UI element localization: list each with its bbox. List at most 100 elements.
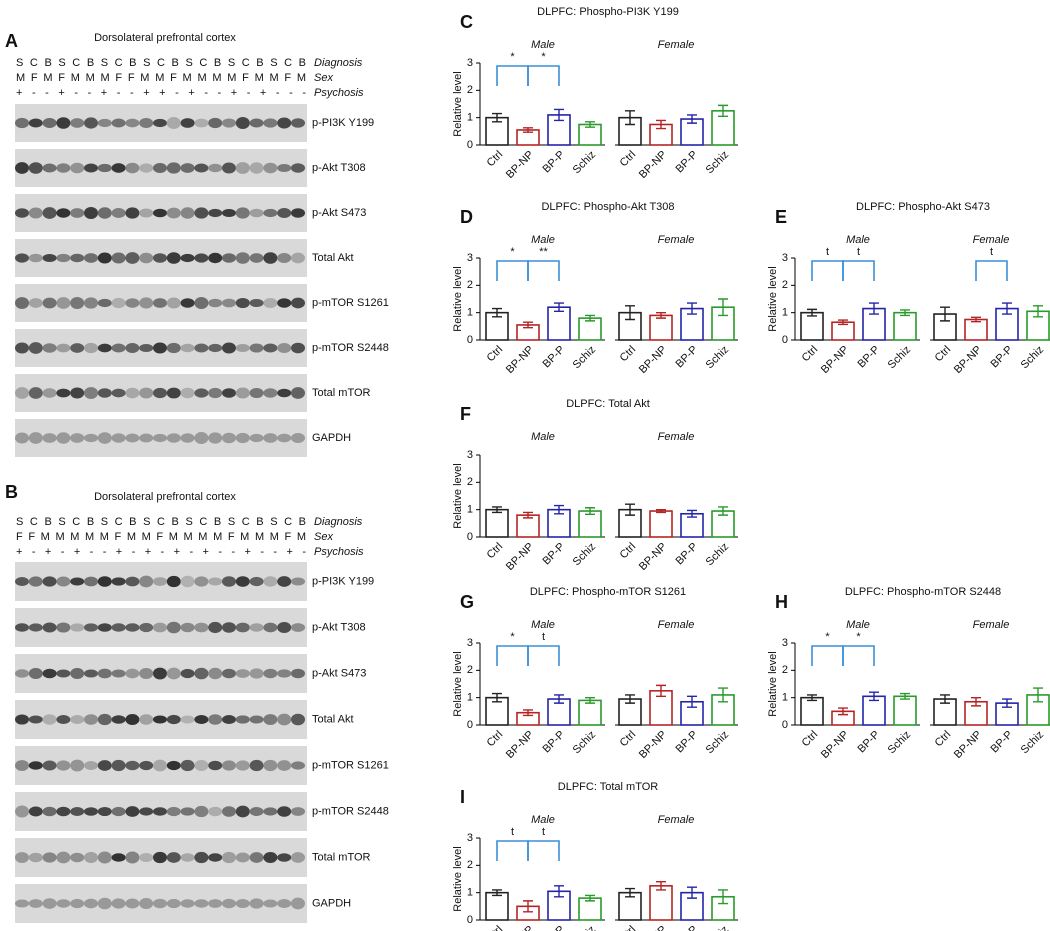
x-tick-label: Schiz: [704, 924, 732, 931]
blot-band: [56, 760, 71, 771]
x-tick-label: Ctrl: [485, 541, 506, 562]
blot-band: [153, 759, 167, 772]
blot-band: [235, 852, 250, 863]
y-tick-label: 0: [782, 334, 788, 346]
blot-band: [28, 715, 43, 724]
blot-band: [139, 387, 154, 399]
blot-band: [139, 575, 154, 588]
blot-band: [194, 207, 209, 219]
significance-bracket: [496, 645, 529, 666]
blot-band: [249, 807, 264, 816]
chart-title: DLPFC: Phospho-mTOR S2448: [845, 586, 1001, 598]
blot-band: [153, 253, 167, 263]
significance-bracket: [496, 260, 529, 281]
blot-band: [235, 207, 250, 219]
blot-band: [42, 433, 57, 443]
blot-band: [111, 163, 126, 173]
y-tick-label: 1: [467, 887, 473, 899]
error-bar: [523, 127, 533, 133]
panel-letter: H: [775, 592, 788, 612]
blot-band: [111, 853, 126, 862]
blot-band: [97, 806, 112, 817]
blot-band: [208, 343, 223, 353]
x-tick-label: BP-NP: [504, 344, 536, 376]
blot-band: [42, 207, 57, 219]
blot-band: [42, 343, 57, 353]
error-bar: [523, 900, 533, 913]
blot-band: [249, 433, 264, 443]
blot-band: [139, 897, 154, 910]
y-tick-label: 2: [467, 279, 473, 291]
blot-band: [15, 623, 29, 632]
blot-band: [194, 576, 209, 587]
error-bar: [492, 506, 502, 514]
blot-band: [263, 252, 278, 264]
error-bar: [625, 305, 635, 321]
blot-band: [249, 253, 264, 263]
blot-band: [291, 668, 305, 679]
x-tick-label: Schiz: [704, 149, 732, 177]
blot-band: [28, 623, 43, 632]
error-bar: [900, 692, 910, 700]
blot-band: [222, 388, 236, 398]
blot-band: [97, 298, 112, 308]
blot-band: [194, 667, 209, 680]
bar: [547, 306, 571, 341]
x-tick-label: BP-P: [674, 149, 701, 176]
y-axis-label: Relative level: [452, 651, 464, 716]
group-label: Male: [846, 619, 870, 631]
chart-title: DLPFC: Phospho-Akt T308: [541, 201, 674, 213]
x-tick-label: Schiz: [886, 344, 914, 372]
blot-band: [15, 342, 29, 354]
blot-band: [235, 387, 250, 399]
blot-band: [56, 622, 71, 633]
error-bar: [625, 694, 635, 704]
blot-band: [111, 623, 126, 632]
blot-band: [153, 387, 167, 399]
blot-band: [97, 851, 112, 864]
blot-band: [139, 807, 154, 816]
blot-band: [222, 898, 236, 909]
blot-band: [235, 715, 250, 724]
chart-title: DLPFC: Phospho-mTOR S1261: [530, 586, 686, 598]
blot-band: [249, 668, 264, 679]
bar: [893, 695, 917, 726]
blot-band: [194, 899, 209, 908]
error-bar: [807, 694, 817, 702]
blot-band: [166, 714, 181, 725]
blot-band: [194, 759, 209, 772]
blot-band: [42, 163, 57, 173]
group-label: Male: [531, 39, 555, 51]
y-tick-label: 1: [467, 504, 473, 516]
blot-band: [166, 342, 181, 354]
error-bar: [940, 306, 950, 322]
blot-band: [84, 387, 98, 399]
x-tick-label: BP-NP: [637, 541, 669, 573]
blot-band: [125, 387, 140, 399]
x-tick-label: Ctrl: [485, 344, 506, 365]
blot-band: [28, 253, 43, 263]
error-bar: [687, 509, 697, 518]
x-tick-label: BP-P: [674, 924, 701, 931]
blot-band: [97, 623, 112, 632]
blot-band: [208, 577, 223, 586]
y-tick-label: 3: [467, 252, 473, 264]
blot-band: [194, 622, 209, 633]
blot-band: [111, 118, 126, 128]
blot-band: [42, 622, 57, 633]
x-tick-label: Schiz: [704, 344, 732, 372]
blot-band: [208, 298, 223, 308]
blot-band: [263, 622, 278, 633]
y-tick-label: 1: [467, 112, 473, 124]
blot-band: [139, 163, 154, 173]
blot-band: [111, 715, 126, 724]
blot-band: [56, 899, 71, 908]
y-axis-label: Relative level: [452, 846, 464, 911]
blot-band: [42, 852, 57, 863]
panel-letter: C: [460, 12, 473, 32]
blot-band: [125, 851, 140, 864]
error-bar: [523, 709, 533, 717]
band-label: p-mTOR S1261: [312, 759, 389, 771]
blot-band: [180, 163, 195, 173]
x-tick-label: Ctrl: [933, 729, 954, 750]
